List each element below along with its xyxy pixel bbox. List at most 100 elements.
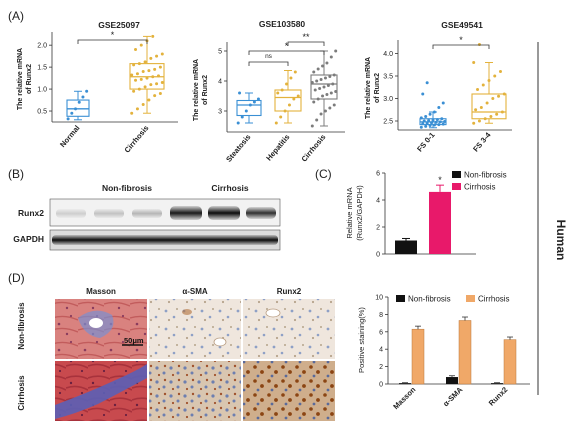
- data-point: [310, 81, 314, 84]
- data-point: [328, 106, 332, 110]
- data-point: [334, 90, 338, 93]
- y-axis-label: of Runx2: [26, 64, 33, 94]
- data-point: [312, 100, 316, 104]
- data-point: [274, 121, 278, 125]
- blot-row-gapdh: GAPDH: [13, 234, 44, 244]
- data-point: [316, 97, 320, 101]
- y-tick-label: 3: [218, 109, 222, 116]
- panel-label-a: (A): [8, 9, 24, 23]
- data-point: [134, 78, 138, 82]
- data-point: [479, 106, 483, 109]
- data-point: [428, 124, 432, 127]
- x-category-label: α-SMA: [441, 385, 465, 409]
- data-point: [325, 61, 329, 65]
- box-iqr: [236, 99, 262, 117]
- y-tick-label: 3.5: [383, 74, 393, 81]
- significance-label: *: [285, 41, 289, 51]
- data-point: [321, 94, 325, 98]
- data-point: [476, 88, 480, 91]
- data-point: [285, 82, 289, 86]
- western-blot: Non-fibrosis Cirrhosis Runx2 GAPDH: [13, 183, 281, 251]
- data-point: [132, 89, 136, 93]
- data-point: [296, 94, 300, 98]
- data-point: [70, 111, 74, 115]
- box-iqr: [274, 89, 302, 112]
- y-tick-label: 4: [379, 347, 383, 354]
- data-point: [130, 73, 134, 77]
- box-iqr: [471, 93, 507, 120]
- data-point: [313, 88, 317, 92]
- legend-swatch: [452, 171, 461, 178]
- data-point: [244, 109, 248, 113]
- data-point: [256, 97, 260, 101]
- data-point: [143, 60, 147, 64]
- data-point: [329, 91, 333, 95]
- legend-label: Non-fibrosis: [464, 171, 507, 180]
- data-point: [248, 103, 252, 107]
- data-point: [424, 115, 428, 118]
- data-point: [160, 80, 164, 84]
- y-tick-label: 2.0: [37, 43, 47, 50]
- data-point: [318, 87, 322, 90]
- data-point: [141, 70, 145, 74]
- y-tick-label: 0: [376, 252, 380, 259]
- data-point: [151, 75, 155, 79]
- scale-bar-label: 50μm: [124, 336, 144, 345]
- data-point: [481, 83, 485, 87]
- bar: [399, 383, 411, 385]
- y-tick-label: 5: [218, 49, 222, 56]
- data-point: [158, 91, 162, 95]
- data-point: [495, 112, 499, 116]
- data-point: [438, 120, 442, 124]
- data-point: [240, 115, 244, 119]
- data-point: [425, 81, 429, 85]
- data-point: [252, 100, 256, 104]
- data-point: [500, 110, 504, 114]
- data-point: [134, 48, 138, 52]
- data-point: [147, 69, 151, 73]
- bar: [446, 377, 458, 384]
- data-point: [292, 97, 296, 101]
- legend-label: Cirrhosis: [478, 295, 510, 304]
- x-category-label: FS 0-1: [415, 131, 436, 154]
- data-point: [502, 92, 506, 96]
- bar: [429, 191, 451, 254]
- data-point: [66, 117, 70, 121]
- chart-title: GSE49541: [441, 20, 483, 30]
- data-point: [156, 74, 160, 78]
- data-point: [315, 79, 319, 83]
- data-point: [329, 55, 333, 59]
- legend-swatch: [452, 183, 461, 190]
- data-point: [283, 109, 287, 113]
- runx2-band: [56, 209, 86, 218]
- bar: [491, 383, 503, 385]
- y-axis-label: of Runx2: [202, 75, 209, 105]
- histology-row-cirrhosis: Cirrhosis: [17, 375, 26, 411]
- significance-label: *: [459, 35, 463, 45]
- data-point: [276, 91, 280, 95]
- data-point: [323, 76, 327, 80]
- histology-row-non-fibrosis: Non-fibrosis: [17, 302, 26, 350]
- x-category-label: Normal: [58, 124, 82, 150]
- histology-runx2-non-fibrosis: [243, 299, 335, 359]
- data-point: [293, 70, 297, 74]
- data-point: [425, 121, 429, 125]
- significance-label: **: [302, 32, 310, 42]
- histology-asma-cirrhosis: [149, 361, 241, 421]
- data-point: [236, 121, 240, 125]
- chart-title: GSE103580: [259, 19, 306, 29]
- histology-grid: Masson α-SMA Runx2 Non-fibrosis Cirrhosi…: [17, 287, 335, 421]
- blot-group-cirrhosis: Cirrhosis: [211, 183, 249, 193]
- data-point: [155, 82, 159, 86]
- data-point: [428, 112, 432, 116]
- panel-label-b: (B): [8, 167, 24, 181]
- significance-bracket: [77, 39, 148, 44]
- data-point: [322, 85, 326, 89]
- data-point: [440, 117, 444, 121]
- x-category-label: Cirrhosis: [122, 124, 150, 155]
- runx2-band: [208, 206, 240, 220]
- blot-row-runx2: Runx2: [18, 208, 44, 218]
- data-point: [419, 116, 423, 120]
- data-point: [319, 112, 323, 116]
